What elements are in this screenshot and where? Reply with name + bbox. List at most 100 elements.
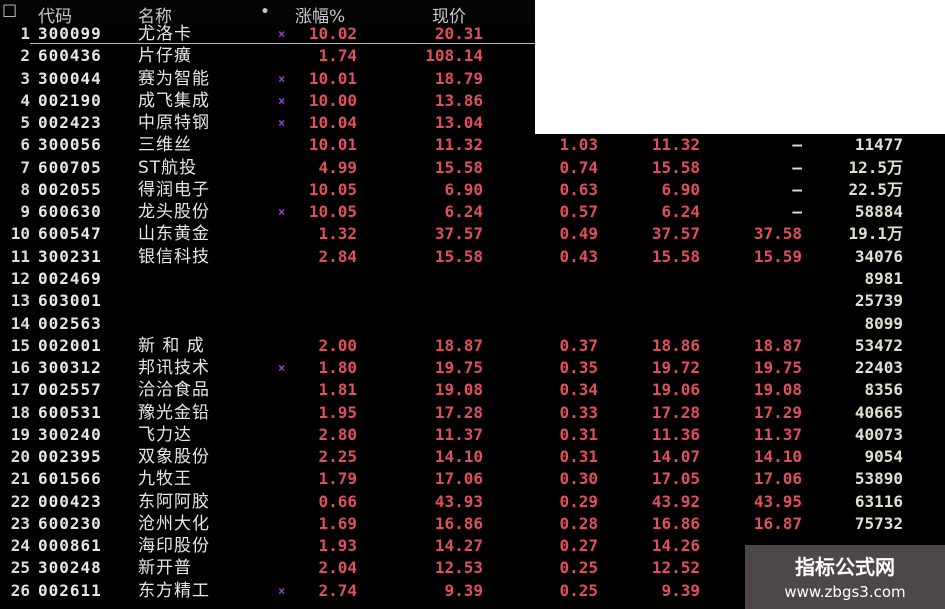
cell-c7: 0.30 bbox=[559, 469, 598, 489]
table-row[interactable]: 11 300231 银信科技 2.84 15.58 0.43 15.58 15.59 34076 bbox=[0, 246, 945, 268]
header-pct[interactable]: 涨幅% bbox=[295, 7, 346, 27]
cell-pct: 2.80 bbox=[318, 424, 357, 444]
cell-name: ST航投 bbox=[138, 157, 198, 178]
header-name[interactable]: 名称 bbox=[138, 7, 172, 27]
table-row[interactable]: 26 002611 东方精工 × 2.74 9.39 0.25 9.39 bbox=[0, 580, 945, 602]
cell-pct: 2.84 bbox=[318, 246, 357, 266]
cell-c9: 11.37 bbox=[753, 424, 802, 444]
cell-pct: 10.00 bbox=[308, 90, 357, 110]
cell-c7: 0.37 bbox=[559, 335, 598, 355]
table-row[interactable]: 13 603001 25739 bbox=[0, 290, 945, 312]
cell-code: 600547 bbox=[38, 224, 102, 244]
cell-price: 11.37 bbox=[434, 424, 483, 444]
table-row[interactable]: 10 600547 山东黄金 1.32 37.57 0.49 37.57 37.58 19.1万 bbox=[0, 223, 945, 245]
cell-name: 银信科技 bbox=[138, 246, 210, 267]
cell-c9: 43.95 bbox=[753, 491, 802, 511]
cell-price: 16.86 bbox=[434, 513, 483, 533]
cell-c8: 11.32 bbox=[651, 135, 700, 155]
cell-rank: 3 bbox=[20, 68, 30, 88]
cell-rank: 17 bbox=[10, 380, 30, 400]
cell-code: 002557 bbox=[38, 380, 102, 400]
table-row[interactable]: 22 000423 东阿阿胶 0.66 43.93 0.29 43.92 43.95 63116 bbox=[0, 491, 945, 513]
cell-c7: 1.03 bbox=[559, 135, 598, 155]
cell-pct: 1.74 bbox=[318, 46, 357, 66]
table-row[interactable]: 18 600531 豫光金铅 1.95 17.28 0.33 17.28 17.29 40665 bbox=[0, 402, 945, 424]
cell-code: 300248 bbox=[38, 558, 102, 578]
cell-c8: 18.86 bbox=[651, 335, 700, 355]
table-header: ☐ 代码 名称 • 涨幅% 现价 bbox=[0, 0, 535, 27]
cell-pct: 2.74 bbox=[318, 580, 357, 600]
cell-code: 002563 bbox=[38, 313, 102, 333]
cell-rank: 26 bbox=[10, 580, 30, 600]
cell-price: 17.06 bbox=[434, 469, 483, 489]
cell-code: 002395 bbox=[38, 447, 102, 467]
cell-code: 300312 bbox=[38, 358, 102, 378]
cell-c8: 6.90 bbox=[661, 179, 700, 199]
marker-icon: × bbox=[278, 205, 286, 220]
table-row[interactable]: 15 002001 新 和 成 2.00 18.87 0.37 18.86 18.87 5347… bbox=[0, 335, 945, 357]
table-row[interactable]: 17 002557 洽洽食品 1.81 19.08 0.34 19.06 19.08 8356 bbox=[0, 379, 945, 401]
table-row[interactable]: 16 300312 邦讯技术 × 1.80 19.75 0.35 19.72 19.75 2240… bbox=[0, 357, 945, 379]
marker-icon: × bbox=[278, 71, 286, 86]
cell-rank: 19 bbox=[10, 424, 30, 444]
table-row[interactable]: 3 300044 赛为智能 × 10.01 18.79 bbox=[0, 68, 945, 90]
cell-c7: 0.74 bbox=[559, 157, 598, 177]
table-row[interactable]: 12 002469 8981 bbox=[0, 268, 945, 290]
table-row[interactable]: 19 300240 飞力达 2.80 11.37 0.31 11.36 11.37 40073 bbox=[0, 424, 945, 446]
cell-rank: 8 bbox=[20, 179, 30, 199]
cell-c7: 0.33 bbox=[559, 402, 598, 422]
cell-vol: 53890 bbox=[854, 469, 903, 489]
cell-rank: 13 bbox=[10, 291, 30, 311]
table-row[interactable]: 8 002055 得润电子 10.05 6.90 0.63 6.90 — 22.5万 bbox=[0, 179, 945, 201]
cell-c9: — bbox=[792, 179, 802, 199]
cell-c8: 9.39 bbox=[661, 580, 700, 600]
table-row[interactable]: 20 002395 双象股份 2.25 14.10 0.31 14.07 14.10 9054 bbox=[0, 446, 945, 468]
cell-vol: 8981 bbox=[864, 268, 903, 288]
cell-name: 尤洛卡 bbox=[138, 24, 192, 44]
cell-price: 19.08 bbox=[434, 380, 483, 400]
cell-pct: 2.00 bbox=[318, 335, 357, 355]
header-code[interactable]: 代码 bbox=[38, 7, 72, 27]
cell-price: 13.86 bbox=[434, 90, 483, 110]
table-row[interactable]: 7 600705 ST航投 4.99 15.58 0.74 15.58 — 12.5万 bbox=[0, 157, 945, 179]
table-row[interactable]: 24 000861 海印股份 1.93 14.27 0.27 14.26 bbox=[0, 535, 945, 557]
cell-code: 300044 bbox=[38, 68, 102, 88]
cell-c9: 17.29 bbox=[753, 402, 802, 422]
blank-region bbox=[535, 0, 945, 134]
cell-code: 600705 bbox=[38, 157, 102, 177]
table-row[interactable]: 2 600436 片仔癀 1.74 108.14 bbox=[0, 45, 945, 67]
cell-c9: 18.87 bbox=[753, 335, 802, 355]
cell-code: 600230 bbox=[38, 513, 102, 533]
cell-code: 603001 bbox=[38, 291, 102, 311]
table-row[interactable]: 14 002563 8099 bbox=[0, 313, 945, 335]
cell-rank: 24 bbox=[10, 536, 30, 556]
cell-name: 成飞集成 bbox=[138, 90, 210, 111]
cell-name: 中原特钢 bbox=[138, 113, 210, 134]
cell-price: 13.04 bbox=[434, 113, 483, 133]
cell-c9: 37.58 bbox=[753, 224, 802, 244]
header-dot[interactable]: • bbox=[260, 2, 271, 22]
header-corner[interactable]: ☐ bbox=[2, 2, 18, 22]
cell-vol: 25739 bbox=[854, 291, 903, 311]
table-row[interactable]: 9 600630 龙头股份 × 10.05 6.24 0.57 6.24 — 58884 bbox=[0, 201, 945, 223]
cell-pct: 1.80 bbox=[318, 358, 357, 378]
cell-price: 14.27 bbox=[434, 536, 483, 556]
table-row[interactable]: 21 601566 九牧王 1.79 17.06 0.30 17.05 17.06 53890 bbox=[0, 468, 945, 490]
marker-icon: × bbox=[278, 361, 286, 376]
table-row[interactable]: 6 300056 三维丝 10.01 11.32 1.03 11.32 — 11477 bbox=[0, 134, 945, 156]
header-price[interactable]: 现价 bbox=[432, 7, 466, 27]
cell-name: 片仔癀 bbox=[138, 46, 192, 67]
cell-c8: 6.24 bbox=[661, 202, 700, 222]
table-row[interactable]: 4 002190 成飞集成 × 10.00 13.86 bbox=[0, 90, 945, 112]
cell-code: 002190 bbox=[38, 90, 102, 110]
table-row[interactable]: 1 300099 尤洛卡 × 10.02 20.31 bbox=[0, 23, 945, 45]
cell-rank: 25 bbox=[10, 558, 30, 578]
cell-c7: 0.31 bbox=[559, 447, 598, 467]
cell-pct: 2.04 bbox=[318, 558, 357, 578]
table-row[interactable]: 5 002423 中原特钢 × 10.04 13.04 bbox=[0, 112, 945, 134]
cell-vol: 40073 bbox=[854, 424, 903, 444]
table-row[interactable]: 23 600230 沧州大化 1.69 16.86 0.28 16.86 16.87 75732 bbox=[0, 513, 945, 535]
marker-icon: × bbox=[278, 93, 286, 108]
cell-rank: 10 bbox=[10, 224, 30, 244]
table-row[interactable]: 25 300248 新开普 2.04 12.53 0.25 12.52 bbox=[0, 557, 945, 579]
